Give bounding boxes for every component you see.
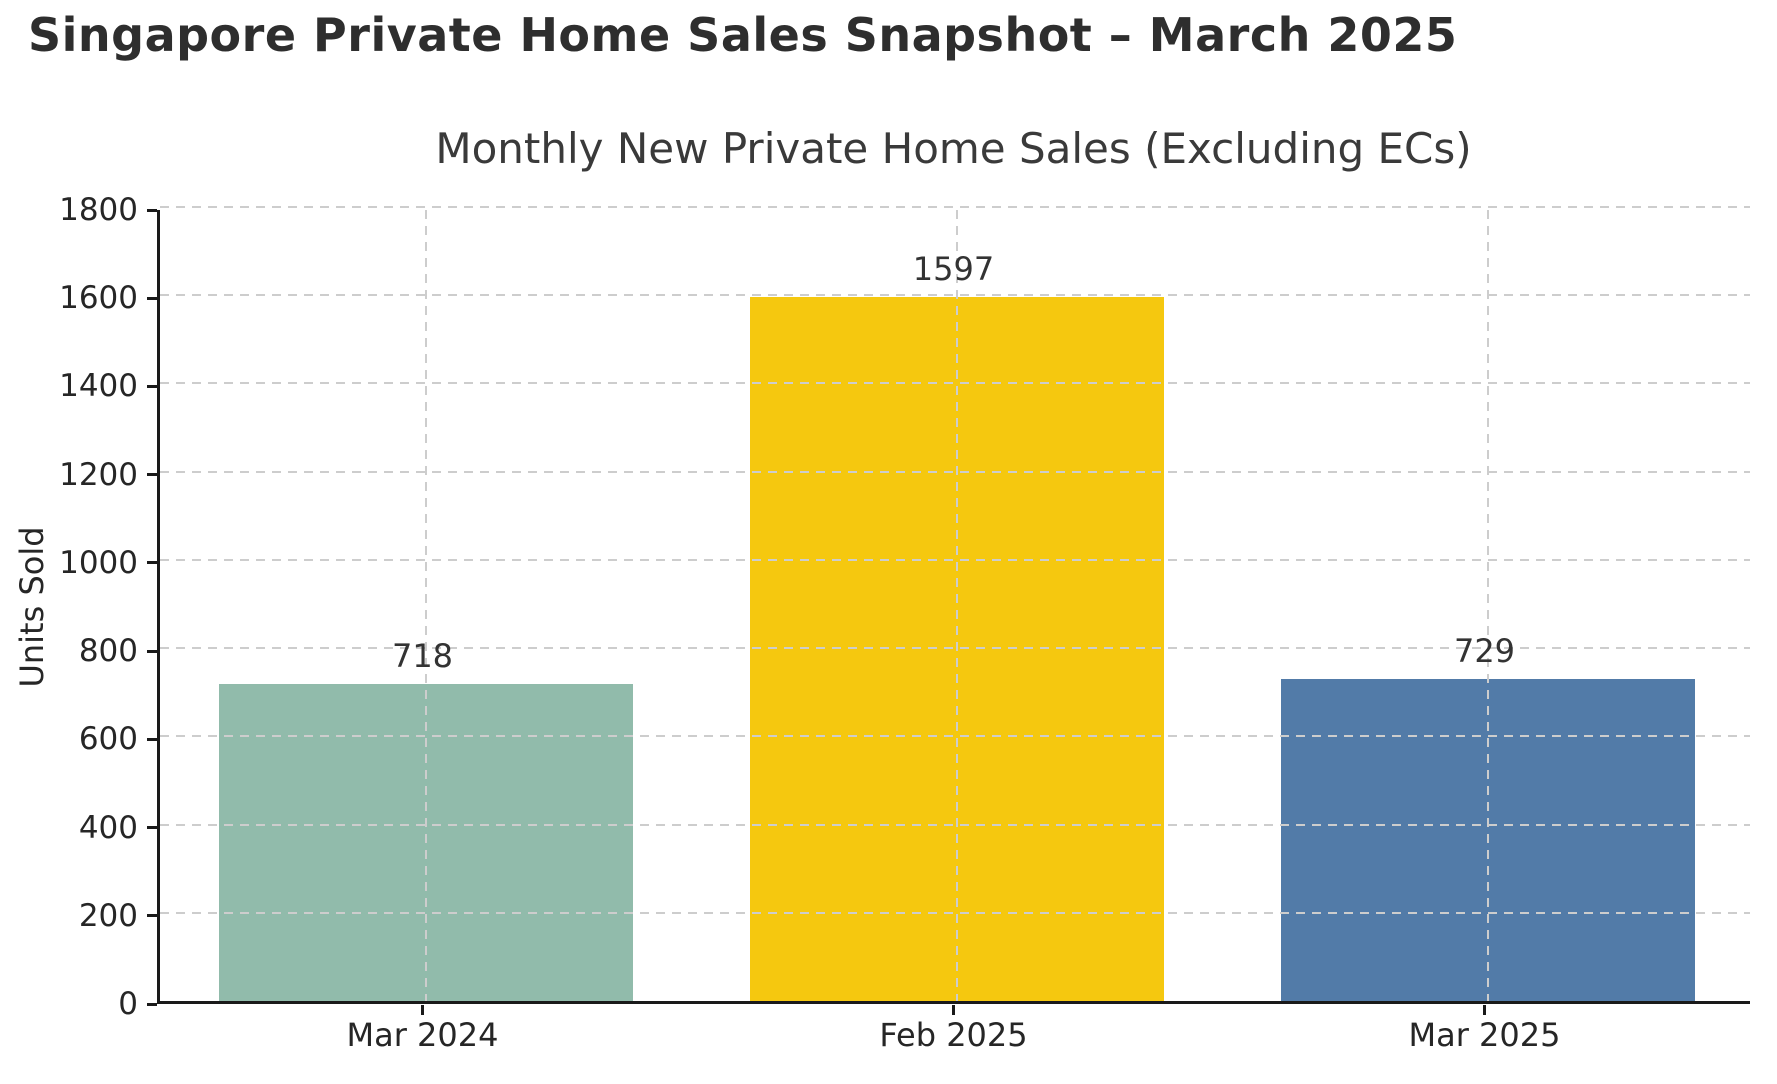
y-tick-mark [147, 384, 157, 388]
y-tick-mark [147, 561, 157, 565]
y-tick-mark [147, 914, 157, 918]
y-tick-mark [147, 737, 157, 741]
y-tick-label: 0 [118, 986, 138, 1022]
page-title: Singapore Private Home Sales Snapshot – … [28, 8, 1458, 62]
y-tick-mark [147, 649, 157, 653]
x-tick-mark [421, 1005, 424, 1015]
x-tick-label-feb-2025: Feb 2025 [879, 1016, 1028, 1054]
y-tick-label: 200 [78, 897, 138, 934]
bars-layer [160, 210, 1750, 1001]
x-tick-mark [1483, 1005, 1486, 1015]
y-tick-mark [147, 473, 157, 477]
bar-mar-2024 [218, 684, 633, 1001]
y-tick-label: 1400 [59, 368, 138, 405]
y-tick-mark [147, 826, 157, 830]
bar-value-label-feb-2025: 1597 [912, 250, 995, 288]
y-tick-mark [147, 296, 157, 300]
bar-mar-2025 [1280, 679, 1695, 1001]
bar-feb-2025 [749, 297, 1164, 1001]
y-tick-label: 1200 [59, 456, 138, 493]
chart-title: Monthly New Private Home Sales (Excludin… [435, 124, 1472, 173]
y-tick-label: 1800 [59, 192, 138, 228]
plot-area [157, 206, 1750, 1004]
x-tick-mark [952, 1005, 955, 1015]
x-tick-label-mar-2025: Mar 2025 [1408, 1016, 1561, 1054]
x-tick-label-mar-2024: Mar 2024 [346, 1016, 499, 1054]
bar-value-label-mar-2024: 718 [391, 637, 454, 675]
y-tick-mark [147, 1002, 157, 1006]
y-tick-label: 800 [78, 633, 138, 670]
gridline-h [160, 206, 1750, 208]
y-tick-label: 1600 [59, 280, 138, 317]
bar-value-label-mar-2025: 729 [1453, 632, 1516, 670]
y-tick-label: 400 [78, 809, 138, 846]
y-tick-label: 1000 [59, 544, 138, 581]
y-tick-label: 600 [78, 721, 138, 758]
y-tick-mark [147, 208, 157, 212]
